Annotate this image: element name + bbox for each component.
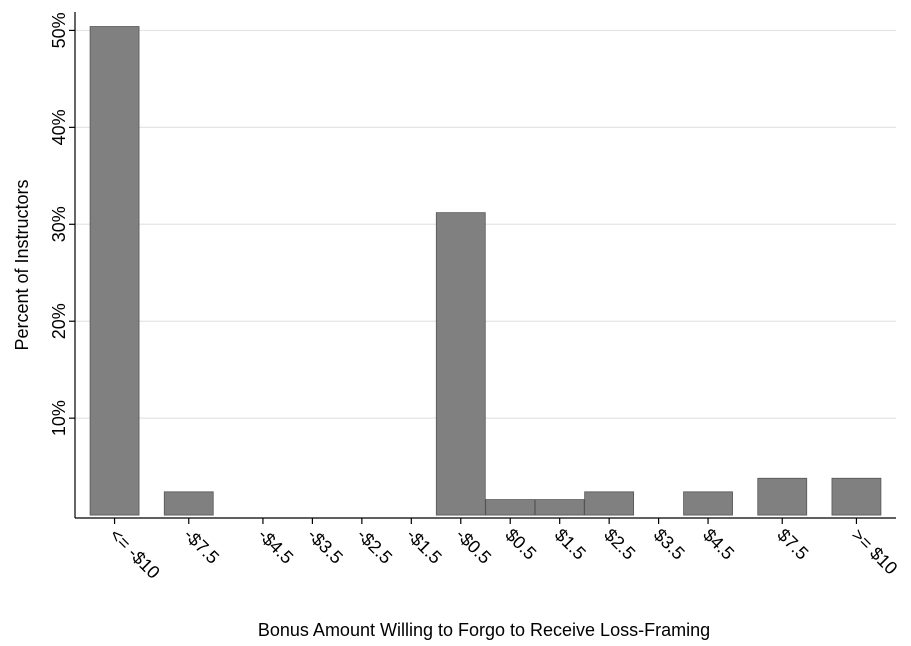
x-tick-label: -$0.5 <box>452 525 495 568</box>
y-tick-label: 40% <box>49 109 69 145</box>
x-tick-label: $2.5 <box>600 525 639 564</box>
bar <box>89 26 140 516</box>
x-tick-label: -$2.5 <box>353 525 396 568</box>
bar <box>534 499 585 516</box>
y-axis-title: Percent of Instructors <box>12 179 32 350</box>
bar <box>683 491 733 516</box>
x-tick-label: -$4.5 <box>254 525 297 568</box>
y-tick-label: 20% <box>49 303 69 339</box>
x-tick-label: $1.5 <box>551 525 590 564</box>
x-tick-label: $7.5 <box>773 525 812 564</box>
bar <box>485 499 536 516</box>
x-tick-label: <= -$10 <box>106 525 164 583</box>
x-tick-label: -$3.5 <box>304 525 347 568</box>
x-tick-label: $3.5 <box>650 525 689 564</box>
bar <box>584 491 635 516</box>
y-tick-label: 10% <box>49 400 69 436</box>
y-tick-label: 30% <box>49 206 69 242</box>
bar <box>757 477 808 516</box>
y-tick-label: 50% <box>49 12 69 48</box>
x-axis-title: Bonus Amount Willing to Forgo to Receive… <box>258 620 710 640</box>
bar <box>435 212 486 516</box>
bar <box>831 477 882 516</box>
x-tick-label: -$1.5 <box>402 525 445 568</box>
x-tick-label: >= $10 <box>848 525 902 579</box>
x-tick-label: $0.5 <box>501 525 540 564</box>
x-tick-label: -$7.5 <box>180 525 223 568</box>
bar <box>163 491 214 516</box>
x-tick-label: $4.5 <box>699 525 738 564</box>
